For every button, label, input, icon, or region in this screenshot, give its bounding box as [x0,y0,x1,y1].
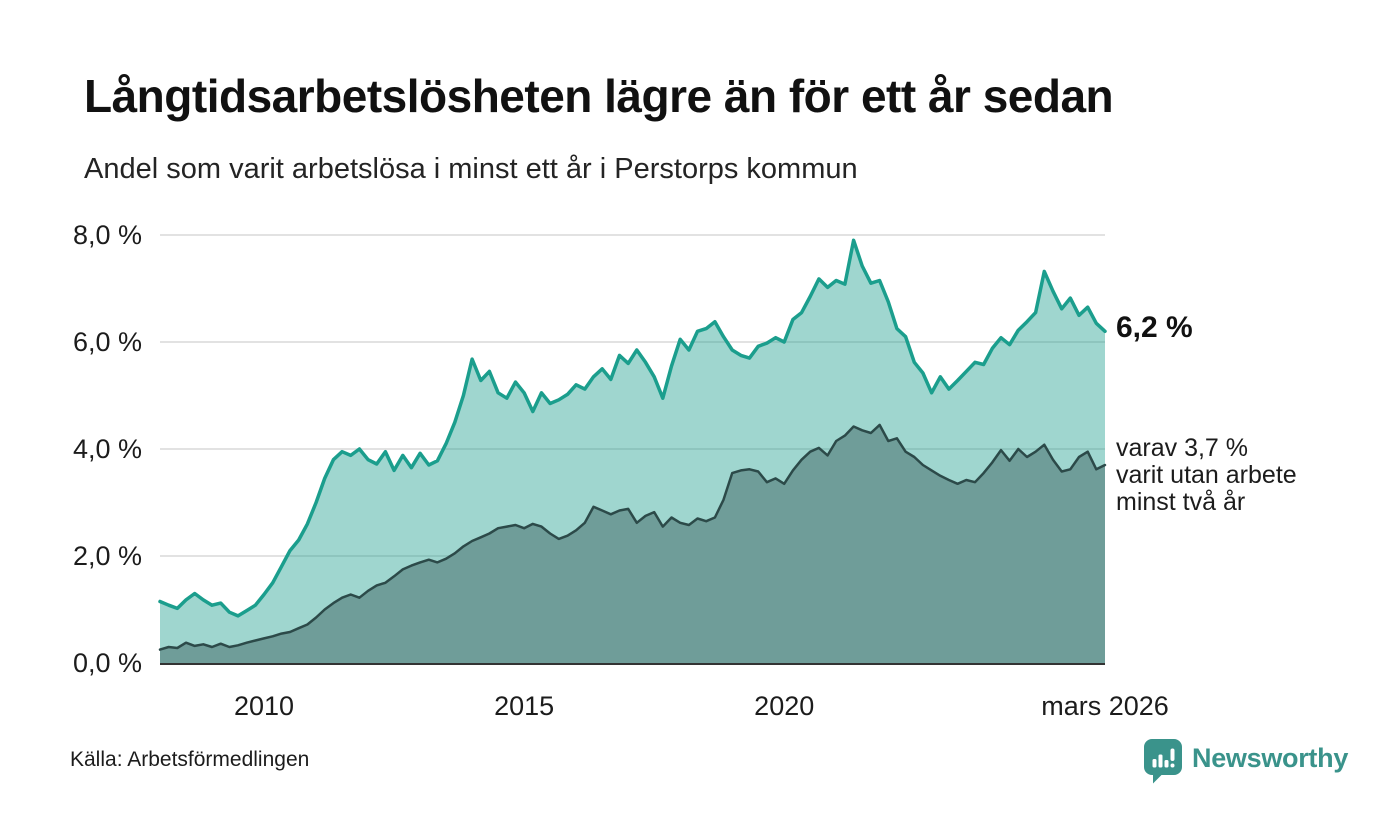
annotation-line: varit utan arbete [1116,461,1297,489]
logo-exclamation-bar [1170,748,1175,761]
annotation-line: varav 3,7 % [1116,434,1249,462]
x-tick-label: 2020 [754,691,815,721]
newsworthy-icon [1144,739,1182,784]
line-total [158,238,1107,618]
annotation-line: minst två år [1116,488,1246,516]
x-tick-label: mars 2026 [1041,691,1169,721]
x-tick-label: 2015 [494,691,555,721]
logo-bar-1 [1152,759,1157,768]
y-tick-label: 4,0 % [72,434,142,464]
y-tick-label: 8,0 % [72,220,142,250]
y-tick-label: 2,0 % [72,541,142,571]
line-two-years [158,423,1107,651]
logo-bar-2 [1158,754,1163,768]
end-value-label-two-years: varav 3,7 % varit utan arbete minst två … [1116,435,1297,516]
y-tick-label: 6,0 % [72,327,142,357]
x-tick-label: 2010 [233,691,295,721]
logo-exclamation-dot [1170,763,1175,768]
page-title: Långtidsarbetslösheten lägre än för ett … [84,70,1114,122]
area-two-years [160,424,1105,663]
y-tick-label: 0,0 % [72,648,142,678]
source-note: Källa: Arbetsförmedlingen [70,748,310,771]
end-value-label-total: 6,2 % [1116,311,1193,344]
chart-subtitle: Andel som varit arbetslösa i minst ett å… [84,153,858,185]
newsworthy-wordmark: Newsworthy [1192,743,1349,773]
logo-bar-3 [1164,760,1169,768]
newsworthy-logo: Newsworthy [1143,738,1348,785]
